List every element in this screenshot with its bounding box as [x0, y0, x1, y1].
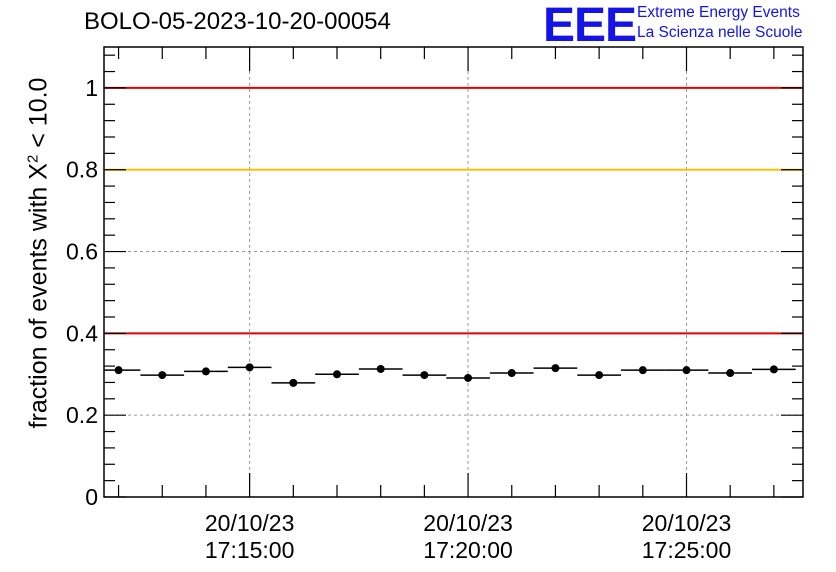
y-tick-label: 0.4 [66, 320, 98, 346]
y-tick-label: 1 [85, 75, 98, 101]
data-point [769, 365, 778, 374]
data-point [551, 364, 560, 373]
x-tick-time-label: 17:20:00 [423, 537, 513, 563]
plot-border [103, 46, 804, 498]
x-tick-date-label: 20/10/23 [642, 510, 732, 536]
data-points [104, 363, 796, 387]
x-tick-time-label: 17:25:00 [642, 537, 732, 563]
data-point [376, 364, 385, 373]
data-point [201, 367, 210, 376]
logo-line-1: Extreme Energy Events [637, 4, 800, 21]
x-tick-date-label: 20/10/23 [423, 510, 513, 536]
y-label-tail: < 10.0 [24, 77, 53, 155]
grid-lines [104, 47, 803, 497]
x-tick-time-label: 17:15:00 [205, 537, 295, 563]
y-label-sup: 2 [24, 154, 42, 164]
eee-logo-text: Extreme Energy Events La Scienza nelle S… [637, 3, 802, 43]
x-axis: 20/10/2317:15:0020/10/2317:20:0020/10/23… [117, 47, 775, 563]
eee-logo-mark: EEE [543, 0, 637, 52]
data-point [638, 366, 647, 375]
data-point [507, 369, 516, 378]
logo-line-2: La Scienza nelle Scuole [637, 24, 803, 41]
plot-frame [103, 46, 804, 498]
y-tick-label: 0.2 [66, 402, 98, 428]
x-tick-date-label: 20/10/23 [205, 510, 295, 536]
y-axis: 0 0.2 0.4 0.6 0.8 1 [66, 54, 803, 510]
data-point [158, 371, 167, 380]
data-point [289, 378, 298, 387]
data-point [464, 373, 473, 382]
y-tick-label: 0 [85, 484, 98, 510]
chart-title: BOLO-05-2023-10-20-00054 [84, 8, 391, 35]
data-point [245, 363, 254, 372]
y-label-main: fraction of events with X [24, 163, 53, 429]
y-tick-label: 0.6 [66, 239, 98, 265]
reference-lines [104, 86, 803, 335]
data-point [333, 370, 341, 379]
data-point [682, 366, 691, 375]
y-tick-label: 0.8 [66, 157, 98, 183]
data-point [114, 366, 123, 375]
data-point [595, 371, 604, 380]
data-point [726, 369, 735, 378]
data-point [420, 371, 429, 380]
